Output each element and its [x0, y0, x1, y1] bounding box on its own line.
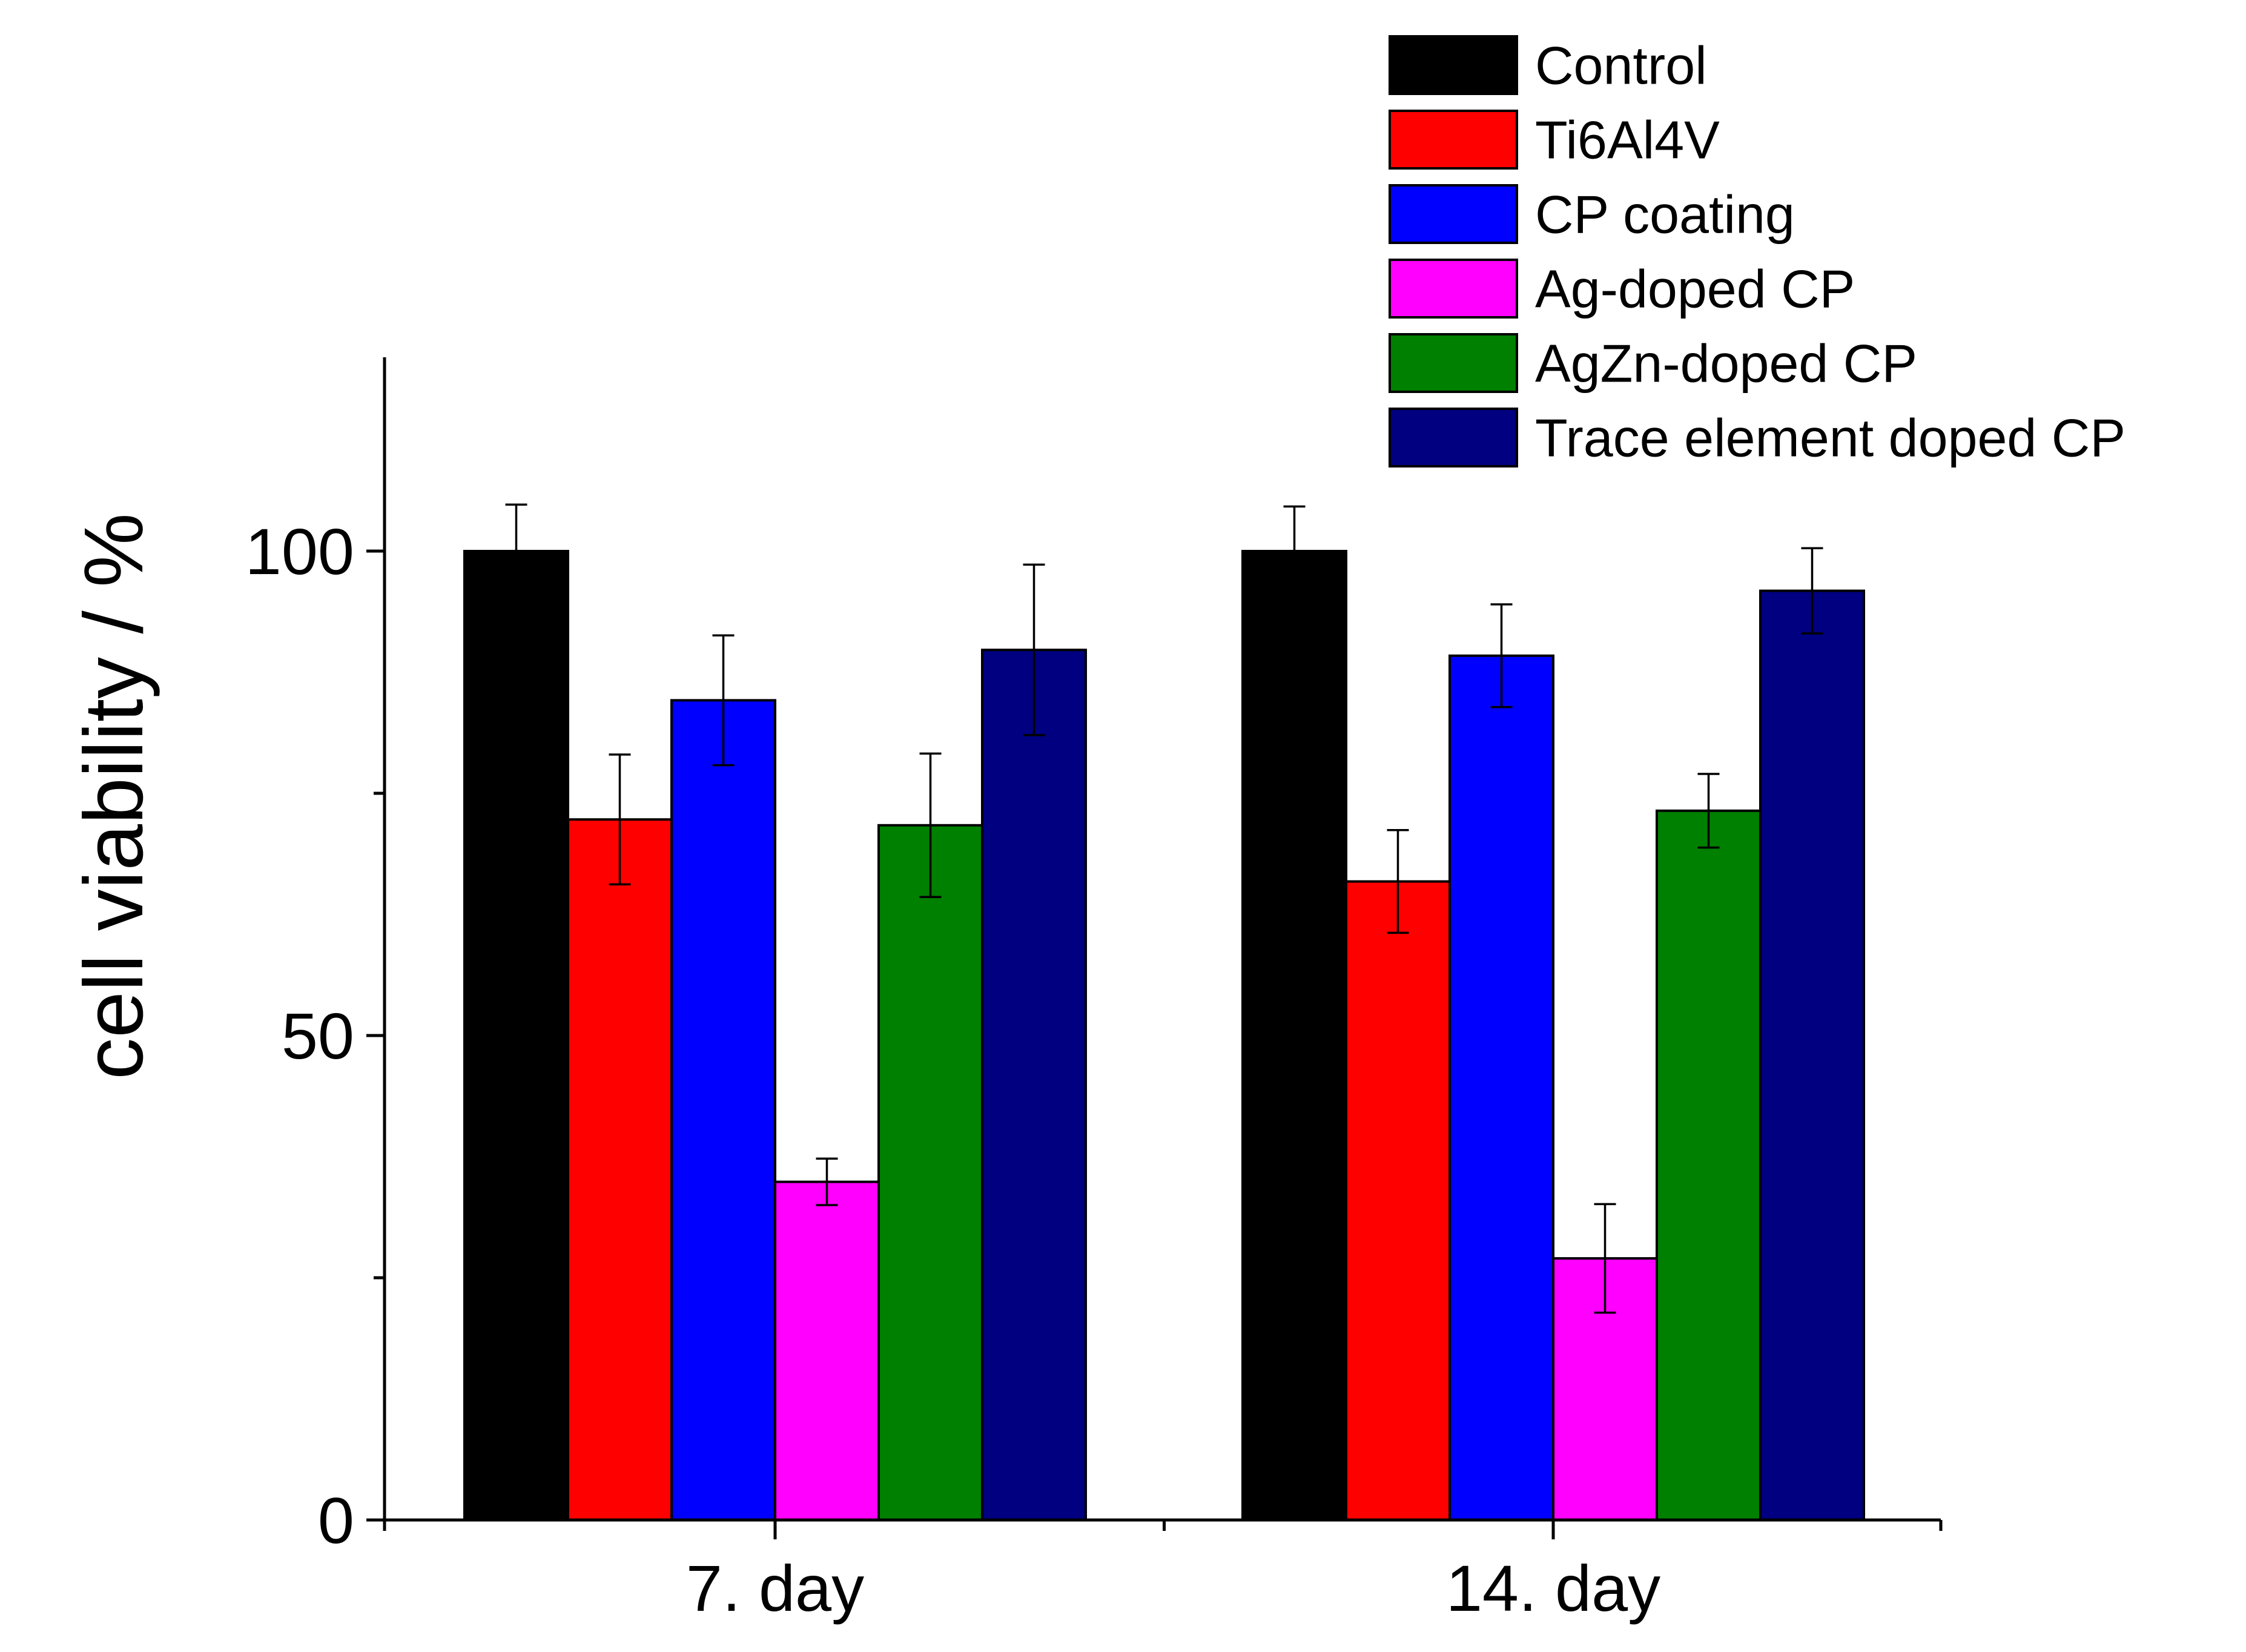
bar-2-5 [1656, 809, 1762, 1521]
x-tick-label-2: 14. day [1446, 1551, 1660, 1625]
legend-label-5: AgZn-doped CP [1535, 334, 1917, 394]
legend-label-6: Trace element doped CP [1535, 408, 2125, 468]
legend-label-1: Control [1535, 36, 1707, 96]
bar-2-2 [1345, 880, 1451, 1521]
bar-1-4 [774, 1180, 880, 1521]
legend-swatch-6 [1389, 408, 1518, 468]
error-bar-2-1 [1283, 505, 1306, 597]
error-bar-1-5 [919, 752, 942, 898]
legend-swatch-4 [1389, 259, 1518, 319]
bar-1-5 [877, 824, 983, 1521]
legend-label-3: CP coating [1535, 185, 1795, 245]
bar-2-6 [1759, 589, 1865, 1521]
error-bar-1-6 [1023, 563, 1045, 736]
error-bar-2-4 [1594, 1203, 1616, 1314]
legend-item-2: Ti6Al4V [1389, 110, 1720, 170]
error-bar-1-3 [712, 634, 735, 767]
bar-1-3 [670, 699, 776, 1521]
y-axis-label: cell viability / % [67, 513, 160, 1080]
bar-1-2 [567, 818, 673, 1521]
legend-label-4: Ag-doped CP [1535, 259, 1855, 319]
y-tick-label-100: 100 [245, 515, 354, 588]
error-bar-2-2 [1387, 829, 1409, 934]
bar-2-1 [1241, 550, 1347, 1521]
legend-swatch-2 [1389, 110, 1518, 170]
legend-item-5: AgZn-doped CP [1389, 333, 1917, 394]
error-bars-layer [505, 503, 1823, 1314]
legend-item-1: Control [1389, 35, 1707, 96]
bar-1-1 [463, 550, 569, 1521]
tick-labels-layer: 0 50 100 7. day 14. day [245, 515, 1660, 1625]
legend-swatch-3 [1389, 184, 1518, 244]
legend-item-3: CP coating [1389, 184, 1795, 245]
error-bar-2-5 [1697, 773, 1720, 849]
legend-label-2: Ti6Al4V [1535, 110, 1720, 170]
error-bar-1-1 [505, 503, 527, 599]
bar-1-6 [981, 649, 1087, 1521]
error-bar-2-3 [1490, 603, 1513, 709]
legend: Control Ti6Al4V CP coating Ag-doped CP AgZn-… [1389, 35, 2125, 468]
axes-layer [366, 357, 1943, 1539]
bars-layer [463, 550, 1865, 1521]
bar-2-3 [1448, 654, 1554, 1521]
y-tick-label-50: 50 [282, 999, 354, 1072]
legend-swatch-1 [1389, 35, 1518, 95]
legend-item-4: Ag-doped CP [1389, 259, 1855, 319]
legend-swatch-5 [1389, 333, 1518, 393]
legend-item-6: Trace element doped CP [1389, 408, 2125, 468]
error-bar-2-6 [1801, 547, 1823, 635]
error-bar-1-4 [816, 1157, 838, 1206]
y-tick-label-0: 0 [318, 1484, 354, 1557]
error-bar-1-2 [609, 753, 631, 886]
x-tick-label-1: 7. day [686, 1551, 864, 1625]
